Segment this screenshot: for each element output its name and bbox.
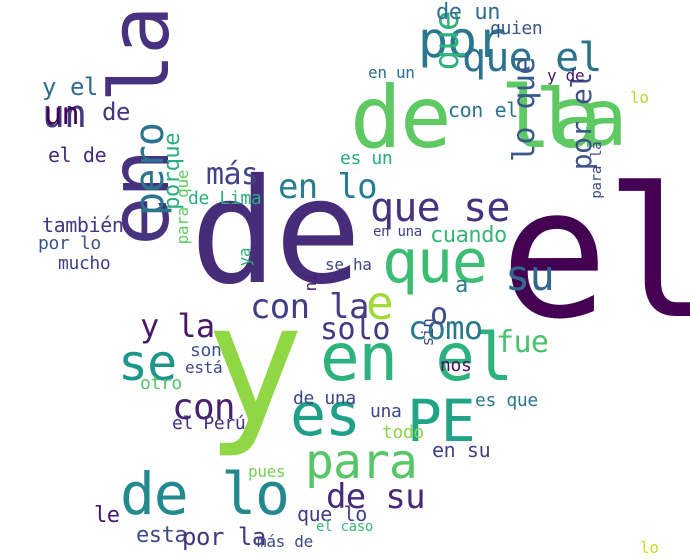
word: todo [382,422,424,443]
word: un [44,97,80,132]
word: son [190,340,222,361]
word: de la [350,68,602,168]
word: como [408,309,483,347]
word: es [290,380,361,450]
word: con el [448,98,518,122]
word: se [118,334,177,392]
word: sin [418,318,437,347]
word: por la [182,523,266,551]
word: la [535,74,627,164]
word: una [370,401,402,422]
word: de [102,98,130,126]
word: con [172,387,236,428]
word: por [418,11,506,69]
word: pues [248,462,286,481]
word: ni [301,272,320,292]
word: que el [462,35,603,81]
word: le [94,503,120,528]
word: que lo [297,502,367,526]
word: esta [136,523,188,548]
word: e [366,276,394,330]
word: en el [320,319,513,396]
word: quien [490,18,543,39]
word: nos [440,355,472,376]
word: en su [432,438,491,462]
word: el [500,150,690,359]
word: por lo [38,233,101,254]
word: que se [370,185,511,231]
word: con la [250,287,369,327]
word: otro [140,373,182,394]
word: o [430,297,448,332]
word: PE [407,387,476,455]
word: para que [173,169,192,245]
word: y de [547,66,585,85]
word: el caso [316,519,374,535]
word: de una [293,388,356,409]
word: en lo [278,167,378,207]
word: es un [340,148,393,169]
word: de Lima [188,188,262,209]
word: está [185,358,223,377]
word: el Perú [172,413,246,434]
word: de su [326,477,426,517]
word: se ha [325,255,372,274]
word: en una [373,224,422,240]
word: para [305,434,418,490]
word: más [206,157,259,192]
word: en un [368,63,415,82]
word: también [42,213,124,237]
word: y [205,268,304,460]
word: lo [630,88,649,107]
word: de [190,148,362,317]
word: mucho [58,253,111,274]
word: más de [257,532,313,551]
word: lo [640,538,659,557]
word: ya [235,247,254,267]
word: un [42,92,87,136]
word: a [455,273,468,298]
word: fue [496,325,549,360]
word: que [382,227,488,297]
word: de lo [120,460,290,528]
word: su [505,251,555,300]
word: cuando [430,223,507,248]
word: para la [589,141,605,199]
word: el de [48,143,107,167]
word: solo [320,312,390,347]
word: y la [140,307,215,345]
word: es que [475,390,538,411]
word: de un [436,0,501,25]
word: y el [42,73,98,101]
